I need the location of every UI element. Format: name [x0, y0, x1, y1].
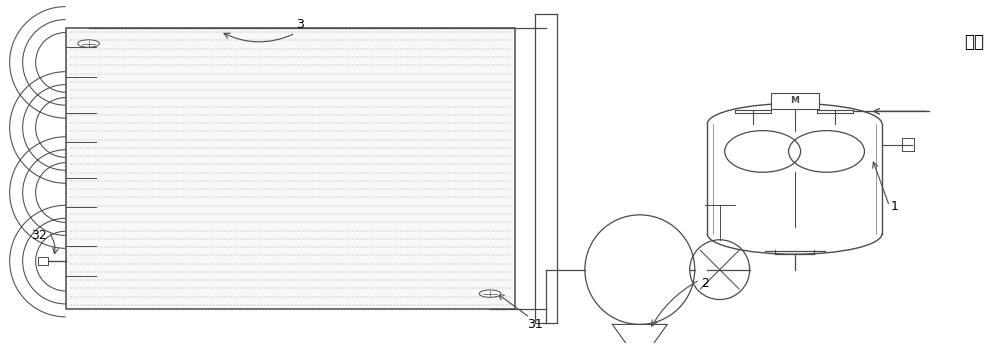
Text: 1: 1	[891, 200, 898, 213]
Text: 2: 2	[701, 277, 709, 290]
Bar	[66, 28, 515, 309]
Circle shape	[78, 40, 99, 47]
Text: 32: 32	[31, 229, 47, 242]
Circle shape	[479, 290, 501, 297]
Text: M: M	[790, 96, 799, 105]
Text: 3: 3	[296, 18, 304, 31]
Text: 31: 31	[527, 318, 543, 331]
Bar	[38, 257, 48, 265]
Text: 进料: 进料	[964, 33, 984, 51]
Bar	[771, 93, 819, 109]
